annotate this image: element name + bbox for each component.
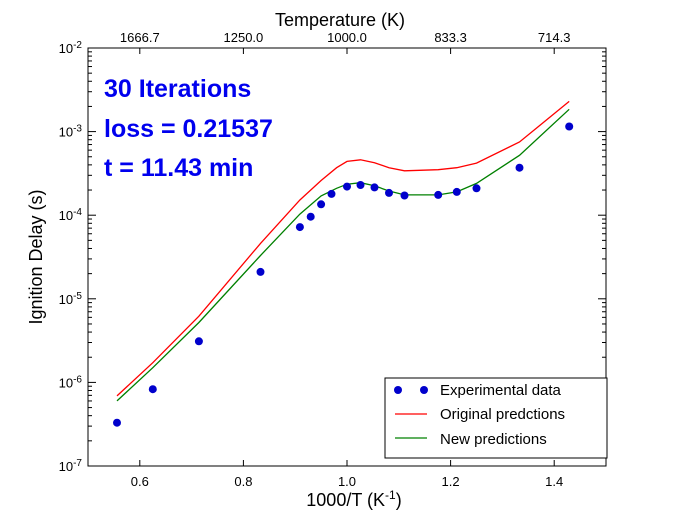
- y-tick-label: 10-5: [59, 290, 83, 307]
- x-tick-label: 0.6: [131, 474, 149, 489]
- data-point: [317, 200, 326, 209]
- y-tick-label: 10-7: [59, 458, 83, 475]
- x-tick-label: 1.4: [545, 474, 563, 489]
- top-tick-label: 1666.7: [120, 30, 160, 45]
- series-line-1: [116, 100, 570, 397]
- legend-label-experimental: Experimental data: [440, 382, 562, 399]
- legend-label-original: Original predctions: [440, 406, 565, 423]
- data-point: [434, 190, 443, 199]
- x-axis-title-unit-base: K: [373, 490, 385, 510]
- y-tick-label: 10-4: [59, 207, 83, 224]
- data-point: [194, 337, 203, 346]
- data-point: [452, 187, 461, 196]
- data-point: [472, 184, 481, 193]
- top-tick-label: 1000.0: [327, 30, 367, 45]
- legend-marker-experimental-b: [420, 386, 428, 394]
- annotation-iterations: 30 Iterations: [104, 75, 251, 103]
- y-tick-label: 10-3: [59, 123, 83, 140]
- legend: Experimental data Original predctions Ne…: [384, 377, 608, 459]
- x-axis-title-unit-exp: -1: [385, 488, 396, 502]
- data-point: [565, 122, 574, 131]
- legend-marker-experimental-a: [394, 386, 402, 394]
- data-point: [295, 223, 304, 232]
- data-point: [148, 385, 157, 394]
- data-point: [515, 163, 524, 172]
- axis-ticks: 0.6 0.8 1.0 1.2 1.4 1666.7 1250.0 1000.0 833.3 71…: [59, 30, 606, 489]
- data-point: [256, 267, 265, 276]
- x-axis-title-paren-close: ): [396, 490, 402, 510]
- top-tick-label: 833.3: [434, 30, 467, 45]
- y-axis-title: Ignition Delay (s): [26, 189, 46, 324]
- annotation-time: t = 11.43 min: [104, 154, 253, 182]
- data-point: [356, 181, 365, 189]
- top-tick-label: 1250.0: [224, 30, 264, 45]
- data-point: [343, 182, 351, 191]
- annotation-loss: loss = 0.21537: [104, 115, 273, 143]
- annotation-block: 30 Iterations loss = 0.21537 t = 11.43 m…: [104, 75, 273, 182]
- x-tick-label: 1.2: [442, 474, 460, 489]
- top-axis-title: Temperature (K): [275, 10, 405, 30]
- data-point: [306, 212, 315, 221]
- series-layer: [113, 100, 574, 427]
- x-axis-title: 1000/T (K-1): [306, 488, 401, 510]
- y-tick-label: 10-2: [59, 40, 83, 57]
- x-tick-label: 0.8: [234, 474, 252, 489]
- data-point: [385, 188, 393, 197]
- legend-label-new: New predictions: [440, 431, 547, 448]
- x-axis-title-paren-open: (: [367, 490, 373, 510]
- y-tick-label: 10-6: [59, 374, 83, 391]
- data-point: [400, 191, 409, 200]
- data-point: [327, 189, 336, 198]
- data-point: [113, 418, 121, 427]
- top-tick-label: 714.3: [538, 30, 571, 45]
- x-axis-title-main: 1000/T: [306, 490, 362, 510]
- x-tick-label: 1.0: [338, 474, 356, 489]
- data-point: [370, 183, 379, 192]
